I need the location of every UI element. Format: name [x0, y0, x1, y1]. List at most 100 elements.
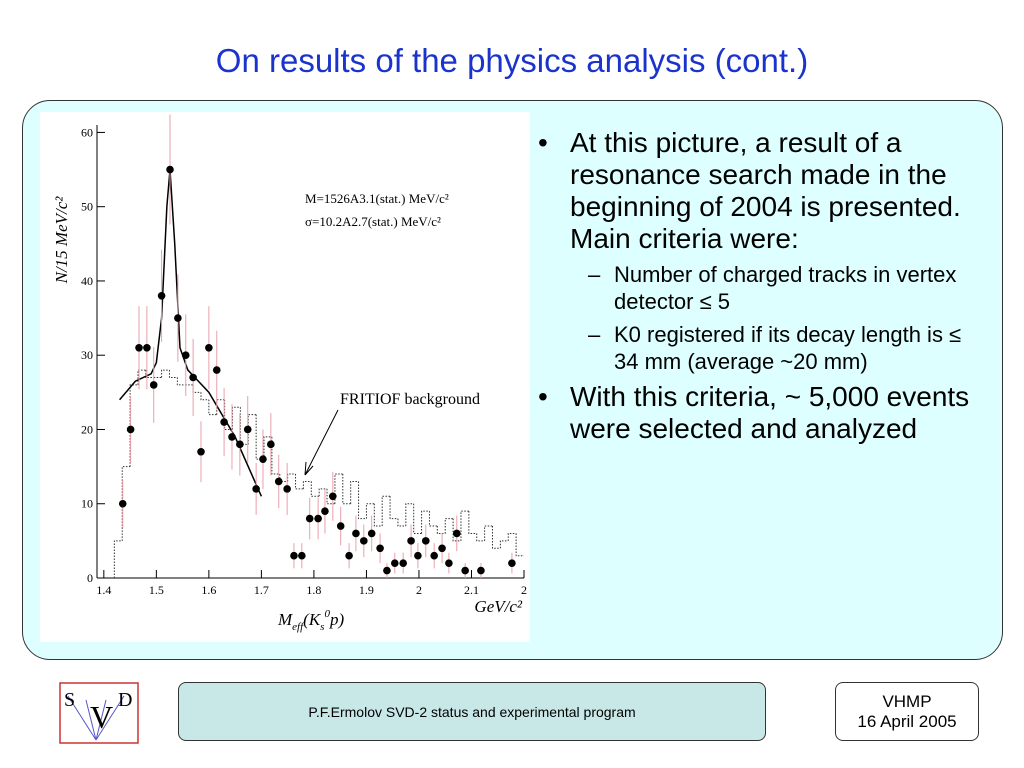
y-tick-label: 30 — [81, 348, 93, 362]
y-tick-label: 10 — [81, 497, 93, 511]
background-bin — [176, 377, 186, 386]
data-point — [236, 440, 244, 449]
data-point — [383, 566, 391, 575]
data-point — [189, 373, 197, 382]
x-tick-label: 1.4 — [96, 583, 111, 597]
data-point — [314, 514, 322, 523]
y-tick-label: 40 — [81, 274, 93, 288]
background-bin — [200, 392, 209, 401]
y-tick-label: 20 — [81, 422, 93, 436]
bullet-list: At this picture, a result of a resonance… — [532, 127, 972, 451]
background-bin — [145, 370, 154, 378]
background-bin — [350, 480, 359, 504]
background-bin — [397, 518, 406, 527]
background-bin — [421, 510, 430, 534]
data-point — [508, 559, 516, 567]
footer-right: VHMP 16 April 2005 — [835, 682, 979, 741]
x-tick-label: 1.8 — [306, 583, 321, 597]
background-bin — [287, 473, 296, 482]
background-bin — [468, 511, 477, 534]
background-bin — [129, 384, 138, 467]
data-point — [376, 544, 384, 553]
annotation: M=1526A3.1(stat.) MeV/c² — [305, 191, 449, 206]
data-point — [252, 485, 260, 493]
background-bin — [247, 414, 257, 445]
background-bin — [515, 533, 524, 557]
data-point — [118, 499, 127, 508]
data-point — [290, 551, 298, 560]
data-point — [345, 551, 353, 560]
bullet: At this picture, a result of a resonance… — [532, 127, 972, 255]
x-label-part: M — [277, 610, 293, 629]
background-bin — [405, 503, 414, 527]
x-tick-label: 2 — [416, 583, 422, 597]
data-point — [166, 165, 174, 174]
background-bin — [168, 370, 178, 378]
data-point — [228, 433, 236, 441]
slide-title: On results of the physics analysis (cont… — [215, 42, 809, 79]
background-bin — [161, 369, 170, 378]
x-label-part: eff — [292, 621, 305, 633]
data-point — [135, 343, 143, 352]
background-bin — [224, 399, 233, 430]
logo-lines — [67, 695, 125, 741]
chart-background — [40, 112, 530, 642]
background-bin — [113, 540, 123, 578]
data-point — [212, 366, 221, 374]
x-label-part: s — [320, 621, 324, 633]
logo-letter: S — [64, 689, 75, 711]
footer-date: 16 April 2005 — [857, 711, 957, 731]
annotation: FRITIOF background — [340, 391, 480, 408]
data-point — [174, 314, 182, 322]
x-tick-label: 1.5 — [149, 583, 164, 597]
logo-letter: D — [118, 689, 132, 711]
background-bin — [358, 481, 367, 520]
x-axis-label: Meff(Ks0p) — [277, 608, 344, 633]
data-point — [421, 537, 430, 545]
background-bin — [271, 436, 280, 475]
x-tick-label: 2.1 — [464, 583, 479, 597]
data-point — [390, 559, 399, 567]
data-point — [205, 343, 213, 352]
background-bin — [121, 466, 131, 541]
background-bin — [381, 495, 391, 527]
background-bin — [476, 533, 485, 542]
bullet: With this criteria, ~ 5,000 events were … — [532, 381, 972, 445]
background-bin — [263, 436, 272, 460]
background-bin — [460, 510, 469, 541]
data-point — [243, 425, 252, 434]
data-point — [438, 544, 446, 553]
x-label-part: 0 — [324, 608, 330, 620]
data-point — [267, 440, 275, 449]
data-point — [149, 381, 158, 389]
y-tick-label: 50 — [81, 200, 93, 214]
background-bin — [302, 480, 312, 489]
data-point — [305, 514, 314, 523]
background-bin — [507, 532, 517, 541]
background-bin — [452, 518, 461, 542]
background-bin — [499, 540, 509, 549]
data-point — [321, 507, 329, 515]
data-point — [298, 551, 306, 560]
data-point — [414, 551, 422, 560]
data-point — [126, 425, 135, 434]
annotation: σ=10.2A2.7(stat.) MeV/c² — [305, 214, 441, 229]
x-label-part: (K — [303, 610, 322, 629]
data-point — [360, 537, 368, 545]
x-label-part: p) — [329, 610, 345, 629]
background-bin — [389, 496, 398, 520]
background-bin — [318, 488, 328, 497]
data-point — [181, 351, 190, 360]
background-bin — [436, 526, 446, 534]
x-tick-label: 1.9 — [359, 583, 374, 597]
data-point — [143, 343, 151, 352]
background-bin — [342, 474, 351, 505]
background-bin — [373, 503, 383, 527]
y-tick-label: 0 — [87, 571, 93, 585]
data-point — [220, 418, 228, 426]
data-point — [461, 566, 469, 575]
data-point — [445, 559, 453, 567]
